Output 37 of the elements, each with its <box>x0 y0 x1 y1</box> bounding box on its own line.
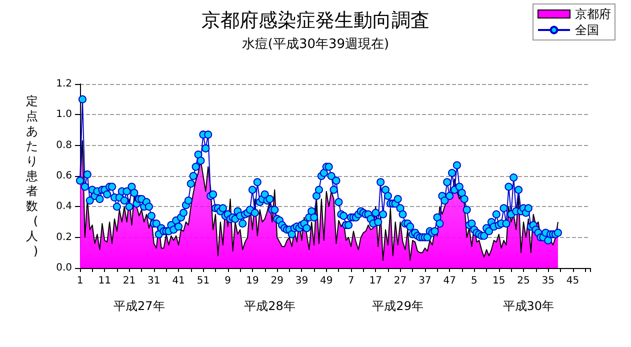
legend-label: 京都府 <box>575 7 611 21</box>
y-tick-label: 0.8 <box>56 140 72 151</box>
text: 定点あたり患者数(人) <box>26 94 38 258</box>
text: 平成29年 <box>372 299 424 313</box>
x-tick-label: 37 <box>418 276 432 286</box>
y-tick-label: 0.0 <box>56 262 72 274</box>
x-tick-label: 31 <box>148 276 160 286</box>
chart-title: 京都府感染症発生動向調査 <box>202 10 430 32</box>
x-tick-label: 9 <box>224 276 232 286</box>
x-tick-label: 47 <box>443 276 456 286</box>
x-tick-label: 21 <box>122 276 136 286</box>
text: 平成27年 <box>113 299 165 313</box>
y-tick-label: 0.6 <box>56 170 72 182</box>
x-tick-label: 41 <box>172 276 185 286</box>
x-tick-label: 7 <box>348 276 354 286</box>
x-tick-label: 1 <box>76 276 84 286</box>
y-tick-label: 1.0 <box>56 109 72 120</box>
y-tick-label: 0.4 <box>56 201 72 212</box>
x-tick-label: 39 <box>295 276 308 286</box>
x-tick-label: 45 <box>566 276 580 286</box>
x-tick-label: 49 <box>320 276 333 286</box>
x-tick-label: 5 <box>471 276 478 286</box>
x-tick-label: 51 <box>196 276 210 286</box>
y-tick-label: 1.2 <box>56 78 72 90</box>
x-tick-label: 11 <box>98 276 112 286</box>
x-tick-label: 25 <box>517 276 530 286</box>
chart-subtitle: 水痘(平成30年39週現在) <box>242 37 390 52</box>
legend-label: 全国 <box>575 23 599 37</box>
x-tick-label: 19 <box>246 276 259 286</box>
x-tick-label: 35 <box>542 276 554 286</box>
x-tick-label: 15 <box>492 276 506 286</box>
x-tick-label: 29 <box>270 276 284 286</box>
x-tick-label: 17 <box>369 276 382 286</box>
text: 平成30年 <box>502 299 554 313</box>
text: 平成28年 <box>244 299 296 313</box>
y-tick-label: 0.2 <box>56 232 72 243</box>
x-tick-label: 27 <box>394 276 407 286</box>
